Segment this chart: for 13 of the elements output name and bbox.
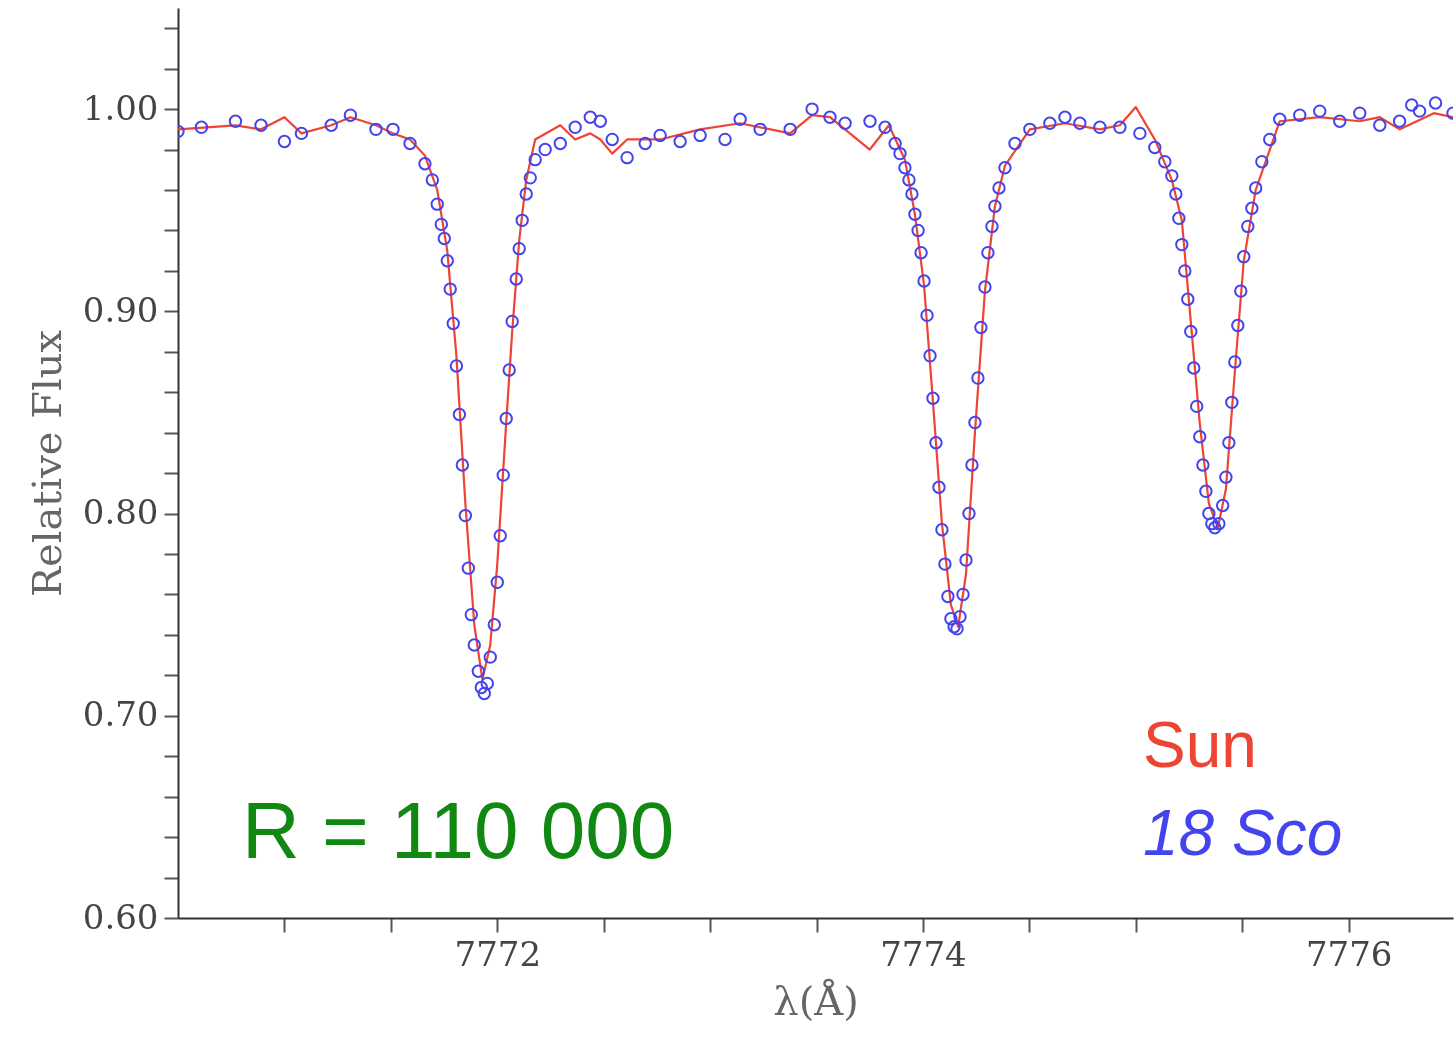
- y-axis-title: Relative Flux: [23, 329, 70, 598]
- x-tick-label: 7772: [454, 933, 542, 974]
- y-tick-label: 0.80: [82, 492, 159, 533]
- x-tick-label: 7776: [1305, 933, 1393, 974]
- y-tick-label: 1.00: [82, 87, 159, 128]
- text: 18 Sco: [1143, 797, 1343, 869]
- annotation: R = 110 000: [242, 786, 675, 875]
- text: Sun: [1143, 709, 1257, 781]
- x-axis-title: λ(Å): [773, 977, 859, 1024]
- y-tick-label: 0.60: [82, 896, 159, 937]
- y-tick-label: 0.70: [82, 694, 159, 735]
- x-tick-label: 7774: [880, 933, 967, 974]
- y-tick-label: 0.90: [82, 289, 159, 330]
